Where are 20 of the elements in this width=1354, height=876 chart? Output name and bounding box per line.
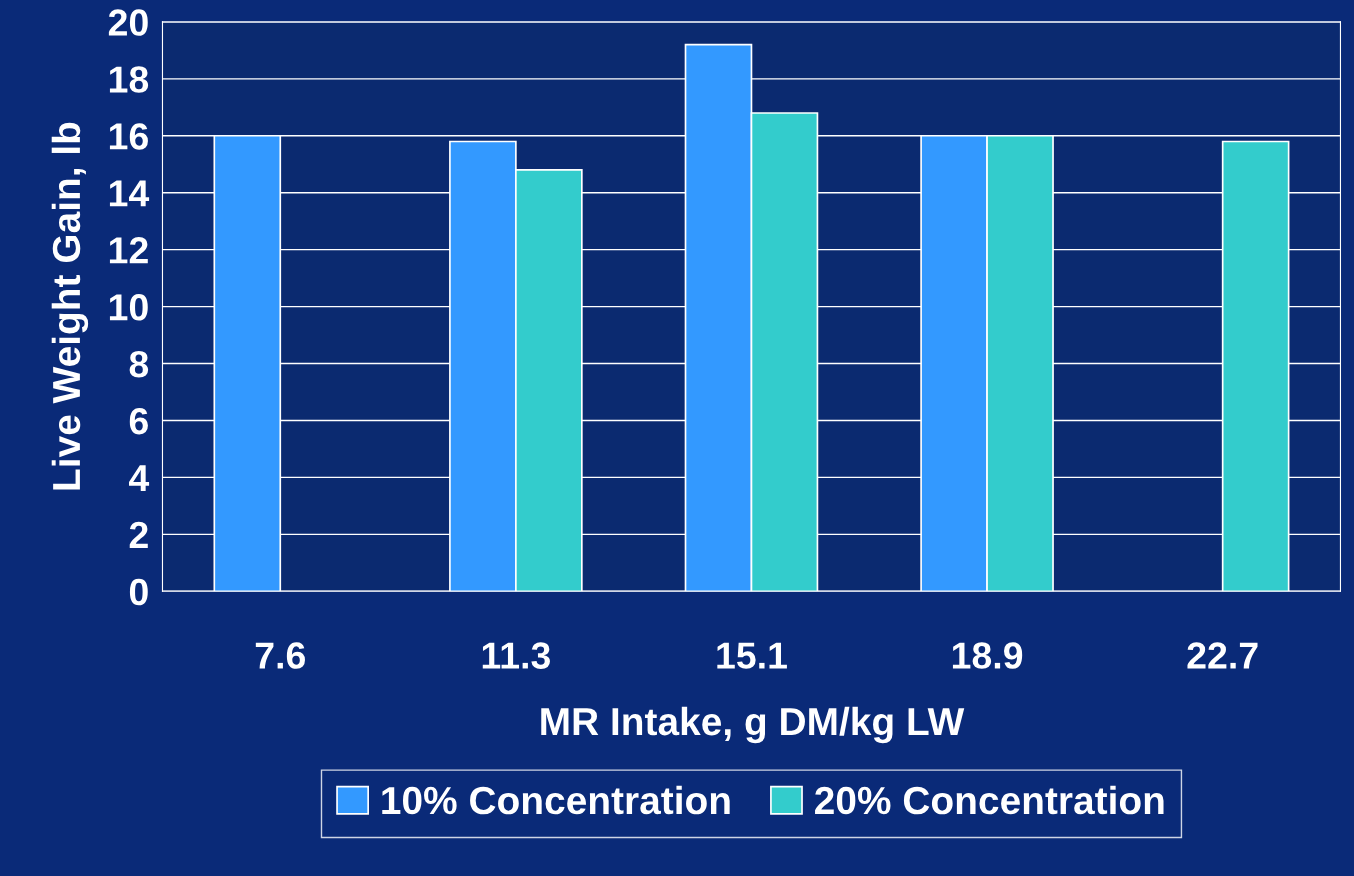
x-tick-label: 18.9	[952, 642, 1023, 669]
legend-label: 20% Concentration	[815, 785, 1164, 815]
y-tick-label: 12	[109, 237, 148, 264]
x-tick-label: 15.1	[717, 642, 787, 669]
y-axis-title: Live Weight Gain, lb	[51, 122, 89, 490]
y-tick-label: 18	[109, 66, 149, 93]
y-tick-label: 2	[129, 521, 148, 548]
legend-label: 10% Concentration	[382, 785, 730, 815]
x-axis-title: MR Intake, g DM/kg LW	[541, 706, 965, 744]
y-tick-label: 10	[109, 294, 148, 321]
y-tick-label: 6	[129, 407, 148, 435]
x-tick-label: 11.3	[482, 642, 550, 669]
y-tick-label: 4	[129, 465, 150, 492]
y-tick-label: 8	[129, 350, 149, 378]
x-tick-label: 7.6	[255, 642, 305, 669]
y-tick-label: 16	[109, 123, 148, 150]
x-tick-label: 22.7	[1187, 642, 1258, 669]
y-tick-label: 20	[108, 9, 148, 36]
y-tick-label: 0	[129, 578, 148, 606]
y-tick-label: 14	[109, 180, 150, 207]
